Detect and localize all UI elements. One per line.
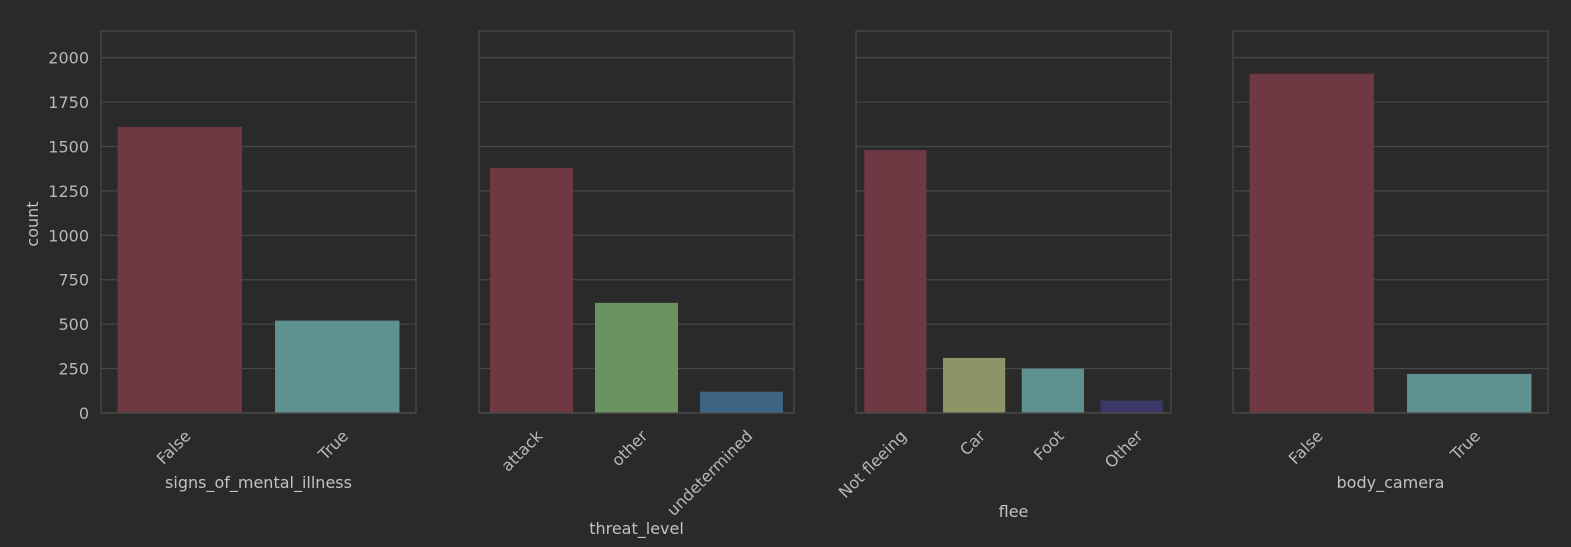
y-tick-label: 2000 bbox=[48, 49, 89, 68]
x-axis-label: signs_of_mental_illness bbox=[165, 473, 352, 493]
x-tick-label: Foot bbox=[1030, 426, 1068, 464]
y-tick-label: 750 bbox=[58, 271, 89, 290]
bar-undetermined bbox=[700, 391, 783, 413]
bar-false bbox=[1249, 73, 1374, 414]
bar-foot bbox=[1021, 368, 1084, 413]
x-tick-label: False bbox=[153, 426, 195, 468]
panel-frame bbox=[100, 30, 417, 414]
y-axis-label: count bbox=[23, 201, 42, 246]
x-tick-label: attack bbox=[497, 426, 546, 475]
x-tick-label: undetermined bbox=[663, 426, 756, 519]
x-axis-label: threat_level bbox=[589, 519, 684, 539]
panel-frame bbox=[1232, 30, 1549, 414]
y-tick-label: 1500 bbox=[48, 137, 89, 156]
x-tick-label: Not fleeing bbox=[835, 426, 910, 501]
x-tick-label: other bbox=[608, 426, 652, 470]
bar-not-fleeing bbox=[864, 150, 927, 413]
y-tick-label: 1750 bbox=[48, 93, 89, 112]
panel-frame bbox=[855, 30, 1172, 414]
panel-frame bbox=[478, 30, 795, 414]
bar-true bbox=[1407, 373, 1532, 413]
y-tick-label: 1250 bbox=[48, 182, 89, 201]
bar-other bbox=[595, 302, 678, 413]
bar-other bbox=[1100, 400, 1163, 413]
y-tick-label: 1000 bbox=[48, 226, 89, 245]
bar-false bbox=[117, 126, 242, 413]
bar-car bbox=[943, 357, 1006, 413]
bar-attack bbox=[490, 167, 573, 413]
x-axis-label: flee bbox=[999, 502, 1029, 521]
y-tick-label: 250 bbox=[58, 360, 89, 379]
panel-1: False True signs_of_mental_illness bbox=[100, 30, 417, 493]
bar-true bbox=[275, 320, 400, 413]
x-tick-label: Car bbox=[956, 426, 989, 459]
x-tick-label: False bbox=[1285, 426, 1327, 468]
y-tick-label: 0 bbox=[79, 404, 89, 423]
x-tick-label: Other bbox=[1101, 426, 1147, 472]
x-tick-label: True bbox=[1446, 426, 1484, 464]
x-tick-label: True bbox=[314, 426, 352, 464]
x-axis-label: body_camera bbox=[1337, 473, 1445, 493]
y-tick-label: 500 bbox=[58, 315, 89, 334]
panel-3: Not fleeing Car Foot Other flee bbox=[835, 30, 1172, 521]
